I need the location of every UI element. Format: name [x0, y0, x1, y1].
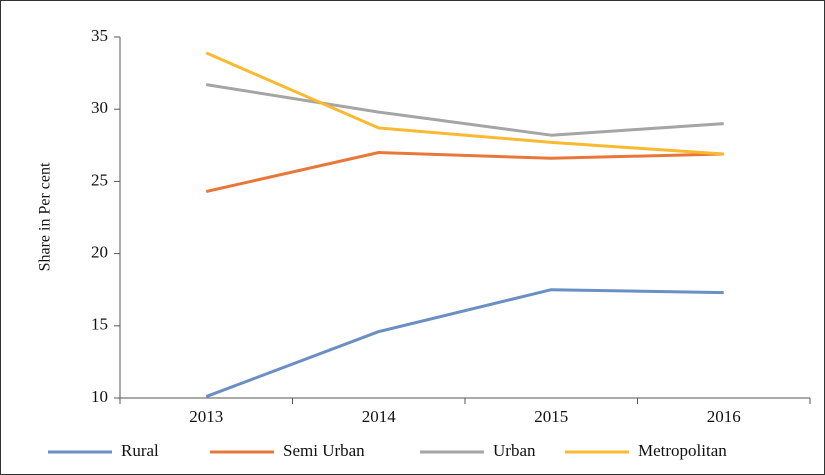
x-tick-label: 2014: [362, 407, 397, 426]
series-line: [206, 83, 724, 137]
x-tick-label: 2013: [189, 407, 223, 426]
x-tick-label: 2015: [534, 407, 568, 426]
y-tick-label: 25: [91, 170, 108, 189]
y-tick-label: 15: [91, 315, 108, 334]
y-axis-label: Share in Per cent: [37, 162, 54, 271]
y-tick-label: 35: [91, 26, 108, 45]
legend-label: Rural: [121, 441, 159, 460]
legend-label: Metropolitan: [638, 441, 727, 460]
series-line: [205, 151, 724, 193]
legend-label: Urban: [493, 441, 536, 460]
x-tick-label: 2016: [707, 407, 741, 426]
y-tick-label: 30: [91, 98, 108, 117]
series-line: [205, 51, 724, 156]
series-line: [205, 288, 724, 398]
y-tick-label: 10: [91, 387, 108, 406]
y-tick-label: 20: [91, 243, 108, 262]
legend-label: Semi Urban: [283, 441, 365, 460]
